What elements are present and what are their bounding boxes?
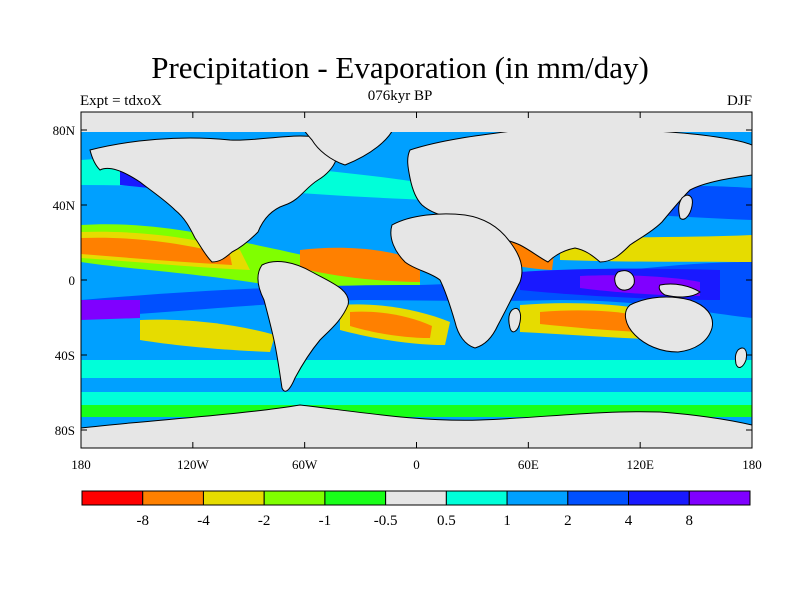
south-america-land	[257, 261, 349, 392]
colorbar-swatch	[202, 490, 265, 506]
japan-land	[678, 194, 693, 220]
season-label: DJF	[726, 93, 752, 109]
experiment-label: Expt = tdxoX	[80, 93, 162, 109]
colorbar-label: -4	[197, 513, 210, 529]
colorbar-label: -2	[258, 513, 271, 529]
colorbar-label: -0.5	[374, 513, 398, 529]
south-atlantic-evap-core	[350, 311, 432, 338]
lon-tick-label: 180	[742, 457, 762, 472]
colorbar-label: 8	[686, 513, 694, 529]
colorbar-swatch	[324, 490, 387, 506]
lon-tick-label: 0	[413, 457, 420, 472]
madagascar-land	[508, 307, 521, 333]
lon-tick-label: 60W	[292, 457, 318, 472]
southern-ocean-core	[81, 378, 752, 392]
colorbar-label: 1	[503, 513, 511, 529]
lat-tick-label: 40S	[55, 348, 75, 363]
colorbar: -8 -4 -2 -1 -0.5 0.5 1 2 4 8	[81, 490, 751, 529]
colorbar-label: -1	[319, 513, 332, 529]
lat-tick-label: 80N	[53, 123, 76, 138]
colorbar-label: -8	[136, 513, 149, 529]
latitude-axis: 80N 40N 0 40S 80S	[53, 123, 752, 438]
period-label: 076kyr BP	[367, 88, 433, 104]
new-zealand-land	[734, 347, 747, 368]
continents	[81, 112, 752, 448]
south-pacific-convergence	[81, 300, 140, 320]
borneo-land	[614, 270, 635, 291]
colorbar-swatch	[263, 490, 326, 506]
lat-tick-label: 80S	[55, 423, 75, 438]
colorbar-label: 2	[564, 513, 572, 529]
colorbar-swatch	[506, 490, 569, 506]
colorbar-swatch	[142, 490, 204, 506]
colorbar-swatch	[628, 490, 690, 506]
colorbar-swatch	[688, 490, 751, 506]
lon-tick-label: 60E	[518, 457, 539, 472]
arctic-region	[81, 112, 752, 132]
lat-tick-label: 0	[69, 273, 76, 288]
lon-tick-label: 180	[71, 457, 91, 472]
colorbar-label: 4	[625, 513, 633, 529]
colorbar-swatch	[81, 490, 144, 506]
antarctica-land	[81, 404, 752, 448]
longitude-axis: 180 120W 60W 0 60E 120E 180	[71, 112, 762, 472]
lon-tick-label: 120E	[626, 457, 654, 472]
north-pacific-evap-core	[81, 237, 232, 265]
figure-title: Precipitation - Evaporation (in mm/day)	[151, 50, 649, 85]
lon-tick-label: 120W	[177, 457, 210, 472]
africa-land	[390, 213, 523, 349]
colorbar-swatch	[445, 490, 508, 506]
south-pacific-evap	[140, 319, 275, 352]
australia-land	[624, 296, 714, 353]
pe-field-map	[81, 112, 752, 448]
north-america-land	[89, 135, 338, 263]
new-guinea-land	[658, 283, 701, 298]
colorbar-label: 0.5	[437, 513, 456, 529]
north-atlantic-evap-core	[300, 247, 420, 282]
colorbar-swatch	[385, 490, 447, 506]
lat-tick-label: 40N	[53, 198, 76, 213]
colorbar-swatch	[567, 490, 630, 506]
